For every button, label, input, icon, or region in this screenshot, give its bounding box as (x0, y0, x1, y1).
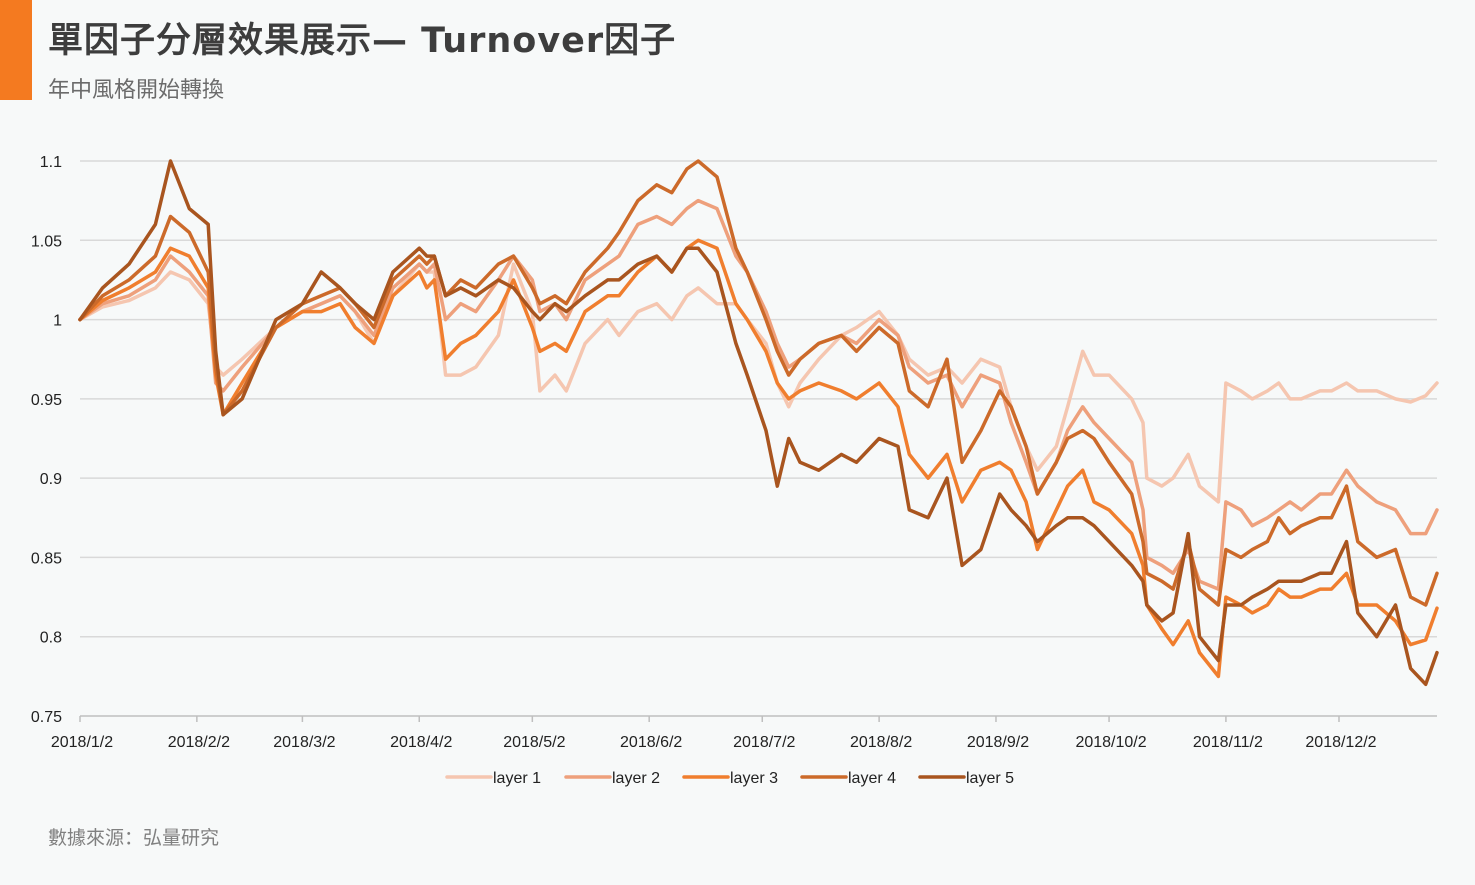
x-tick-label: 2018/10/2 (1075, 734, 1146, 751)
series-line-layer-3 (78, 238, 1439, 679)
x-tick-label: 2018/2/2 (168, 734, 230, 751)
grid-lines (80, 160, 1437, 638)
x-tick-label: 2018/9/2 (967, 734, 1029, 751)
x-tick-label: 2018/11/2 (1193, 734, 1263, 751)
y-tick-label: 0.75 (31, 709, 62, 726)
page-title: 單因子分層效果展示— Turnover因子 (48, 21, 677, 61)
y-tick-label: 0.9 (40, 471, 62, 488)
x-tick-label: 2018/5/2 (503, 734, 565, 751)
axes: 1.1 1.05 1 0.95 0.9 0.85 0.8 0.75 2018/1/2 2018/2… (31, 154, 1437, 751)
y-tick-label: 0.95 (31, 392, 62, 409)
y-tick-label: 0.85 (31, 550, 62, 567)
y-tick-label: 1.05 (31, 233, 62, 250)
x-tick-label: 2018/12/2 (1305, 734, 1376, 751)
x-tick-label: 2018/6/2 (620, 734, 682, 751)
accent-bar (0, 0, 32, 100)
x-tick-label: 2018/8/2 (850, 734, 912, 751)
series-line-layer-4 (78, 159, 1439, 607)
data-source-note: 數據來源：弘量研究 (48, 827, 220, 849)
legend-label: layer 1 (493, 770, 541, 787)
series-lines (78, 159, 1439, 687)
legend-label: layer 5 (966, 770, 1014, 787)
page-subtitle: 年中風格開始轉換 (48, 78, 225, 103)
legend-label: layer 3 (730, 770, 778, 787)
series-line-layer-5 (78, 159, 1439, 687)
x-tick-label: 2018/4/2 (390, 734, 452, 751)
x-tick-label: 2018/7/2 (733, 734, 795, 751)
x-tick-label: 2018/1/2 (51, 734, 113, 751)
series-line-layer-2 (78, 198, 1439, 591)
legend: layer 1 layer 2 layer 3 layer 4 layer 5 (445, 770, 1014, 787)
legend-label: layer 4 (848, 770, 896, 787)
y-tick-label: 0.8 (40, 630, 62, 647)
y-tick-label: 1 (53, 313, 62, 330)
y-tick-label: 1.1 (40, 154, 62, 171)
x-tick-label: 2018/3/2 (273, 734, 335, 751)
legend-label: layer 2 (612, 770, 660, 787)
